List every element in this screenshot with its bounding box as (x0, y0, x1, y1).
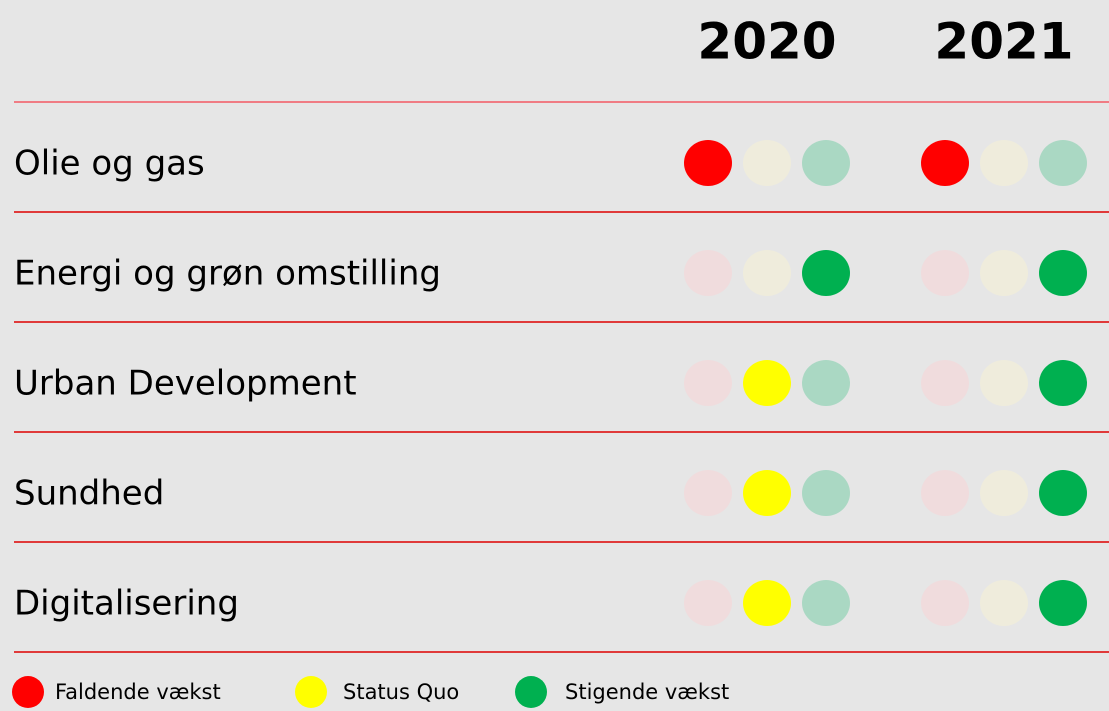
row-label: Sundhed (14, 474, 164, 514)
status-dot (921, 580, 969, 626)
row-label: Urban Development (14, 364, 357, 404)
status-dot-active (802, 250, 850, 296)
status-dot-active (1039, 360, 1087, 406)
status-dot (980, 580, 1028, 626)
status-dot-active (743, 470, 791, 516)
status-dot (1039, 140, 1087, 186)
status-dot (802, 140, 850, 186)
status-dot (802, 360, 850, 406)
status-dot (684, 250, 732, 296)
status-dot (802, 580, 850, 626)
status-dot (684, 580, 732, 626)
status-dot-active (921, 140, 969, 186)
legend-label: Status Quo (343, 680, 459, 704)
legend-swatch (295, 676, 327, 708)
status-dot-active (743, 360, 791, 406)
row-label: Digitalisering (14, 584, 239, 624)
status-dot (980, 360, 1028, 406)
year-header: 2021 (934, 13, 1073, 71)
status-dot-active (1039, 470, 1087, 516)
status-dot (684, 360, 732, 406)
legend-label: Stigende vækst (565, 680, 729, 704)
status-dot (684, 470, 732, 516)
status-dot (743, 140, 791, 186)
status-dot (921, 470, 969, 516)
legend-label: Faldende vækst (55, 680, 221, 704)
status-dot (980, 250, 1028, 296)
status-dot-active (1039, 250, 1087, 296)
row-label: Energi og grøn omstilling (14, 254, 441, 294)
status-dot-active (743, 580, 791, 626)
legend-swatch (515, 676, 547, 708)
status-dot (921, 250, 969, 296)
status-dot (743, 250, 791, 296)
status-dot (802, 470, 850, 516)
status-dot (921, 360, 969, 406)
status-dot-active (1039, 580, 1087, 626)
legend-swatch (12, 676, 44, 708)
status-dot-active (684, 140, 732, 186)
status-dot (980, 470, 1028, 516)
status-dot (980, 140, 1028, 186)
row-label: Olie og gas (14, 144, 205, 184)
year-header: 2020 (697, 13, 836, 71)
